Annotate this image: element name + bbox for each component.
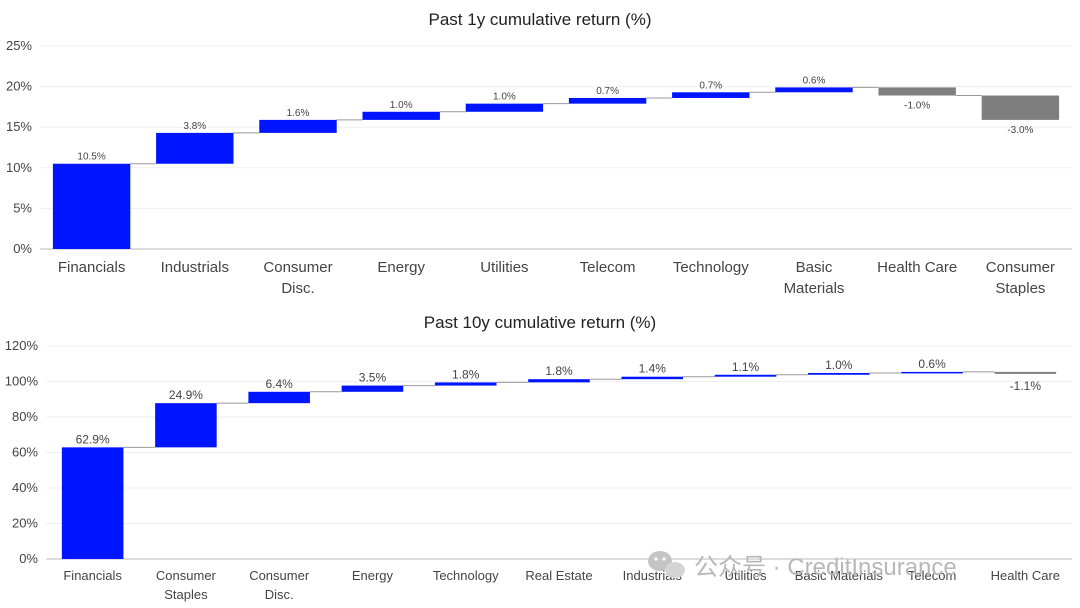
y-tick-label: 15% — [6, 119, 32, 134]
bar — [61, 447, 124, 559]
chart1-title: Past 1y cumulative return (%) — [429, 10, 652, 29]
y-tick-label: 20% — [12, 516, 38, 531]
data-label: 6.4% — [266, 377, 294, 391]
bar — [878, 87, 956, 96]
bar — [714, 374, 777, 377]
category-label: Technology — [673, 259, 749, 276]
data-label: 0.7% — [596, 86, 619, 97]
watermark: 公众号 · CreditInsurance — [648, 551, 957, 581]
data-label: 24.9% — [169, 388, 203, 402]
bar — [568, 97, 647, 104]
data-label: 1.0% — [825, 358, 853, 372]
y-tick-label: 40% — [12, 480, 38, 495]
data-label: 1.0% — [390, 100, 413, 111]
data-label: -1.1% — [1010, 379, 1042, 393]
bar — [901, 371, 963, 374]
data-label: 0.6% — [803, 75, 826, 86]
category-label: Energy — [377, 259, 425, 276]
bar — [434, 382, 497, 386]
bar — [341, 385, 404, 392]
y-tick-label: 120% — [5, 338, 39, 353]
category-label: Health Care — [877, 259, 957, 276]
chart2-title: Past 10y cumulative return (%) — [424, 313, 656, 332]
bar — [248, 391, 310, 404]
bar — [775, 87, 853, 93]
category-label: Materials — [784, 280, 845, 297]
bar — [155, 403, 217, 448]
y-tick-label: 10% — [6, 160, 32, 175]
category-label: Industrials — [161, 259, 229, 276]
bar — [528, 379, 590, 383]
category-label: Financials — [58, 259, 126, 276]
data-label: 62.9% — [76, 432, 110, 446]
category-label: Consumer — [249, 568, 310, 583]
category-label: Consumer — [263, 259, 332, 276]
bar — [465, 103, 544, 112]
data-label: 0.6% — [918, 357, 946, 371]
data-label: 1.6% — [287, 108, 310, 119]
data-label: 10.5% — [77, 152, 105, 163]
category-label: Real Estate — [525, 568, 592, 583]
bar — [156, 132, 234, 164]
y-tick-label: 60% — [12, 445, 38, 460]
bar — [621, 376, 684, 380]
category-label: Disc. — [281, 280, 314, 297]
data-label: 1.0% — [493, 92, 516, 103]
category-label: Utilities — [480, 259, 528, 276]
bar — [672, 92, 750, 98]
category-label: Energy — [352, 568, 394, 583]
category-label: Basic Materials — [795, 568, 884, 583]
y-tick-label: 80% — [12, 409, 38, 424]
bar — [981, 95, 1060, 120]
bar — [362, 111, 440, 120]
category-label: Telecom — [908, 568, 956, 583]
category-label: Staples — [164, 587, 208, 602]
bar — [52, 163, 131, 249]
watermark-text: 公众号 · CreditInsurance — [694, 554, 957, 581]
y-tick-label: 25% — [6, 38, 32, 53]
data-label: -3.0% — [1007, 125, 1033, 136]
y-tick-label: 0% — [13, 241, 32, 256]
category-label: Financials — [63, 568, 122, 583]
wechat-icon — [648, 551, 685, 578]
category-label: Basic — [796, 259, 833, 276]
category-label: Consumer — [986, 259, 1055, 276]
category-label: Health Care — [991, 568, 1060, 583]
y-tick-label: 100% — [5, 374, 39, 389]
category-label: Staples — [995, 280, 1045, 297]
bar — [994, 371, 1057, 374]
chart2-plot: 0% 20% 40% 60% 80% 100% 120% 62.9% Financials 24.… — [5, 338, 1072, 602]
bar — [808, 372, 870, 375]
bar — [259, 119, 337, 133]
chart1-plot: 0% 5% 10% 15% 20% 25% 10.5% Financials 3.8% Indus… — [6, 38, 1072, 297]
data-label: 1.4% — [639, 362, 667, 376]
data-label: 0.7% — [699, 80, 722, 91]
category-label: Telecom — [580, 259, 636, 276]
category-label: Technology — [433, 568, 499, 583]
category-label: Disc. — [265, 587, 294, 602]
data-label: -1.0% — [904, 101, 930, 112]
data-label: 1.8% — [545, 364, 573, 378]
data-label: 3.8% — [183, 121, 206, 132]
data-label: 1.1% — [732, 360, 760, 374]
y-tick-label: 0% — [19, 551, 38, 566]
data-label: 1.8% — [452, 367, 480, 381]
data-label: 3.5% — [359, 371, 387, 385]
y-tick-label: 5% — [13, 200, 32, 215]
category-label: Utilities — [725, 568, 767, 583]
y-tick-label: 20% — [6, 79, 32, 94]
category-label: Consumer — [156, 568, 217, 583]
